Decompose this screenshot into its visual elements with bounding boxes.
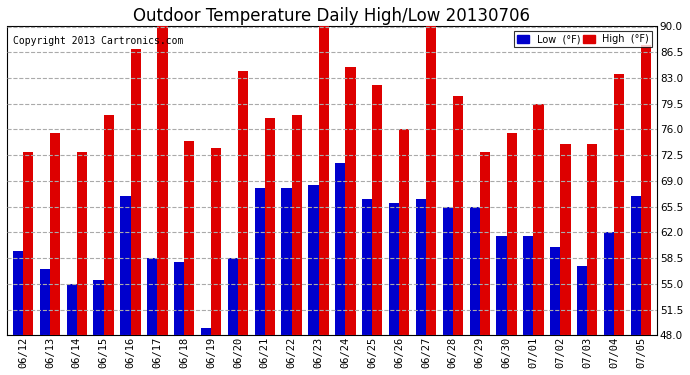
Bar	[255, 188, 265, 335]
Bar	[157, 23, 168, 335]
Title: Outdoor Temperature Daily High/Low 20130706: Outdoor Temperature Daily High/Low 20130…	[133, 7, 531, 25]
Bar	[587, 144, 598, 335]
Bar	[480, 152, 490, 335]
Bar	[238, 70, 248, 335]
Bar	[93, 280, 104, 335]
Legend: Low  (°F), High  (°F): Low (°F), High (°F)	[514, 32, 652, 47]
Bar	[416, 200, 426, 335]
Bar	[104, 115, 114, 335]
Bar	[577, 266, 587, 335]
Bar	[66, 284, 77, 335]
Bar	[533, 104, 544, 335]
Bar	[265, 118, 275, 335]
Bar	[201, 328, 211, 335]
Bar	[346, 67, 355, 335]
Bar	[496, 236, 506, 335]
Bar	[631, 196, 641, 335]
Bar	[362, 200, 373, 335]
Bar	[77, 152, 87, 335]
Bar	[373, 86, 382, 335]
Bar	[523, 236, 533, 335]
Bar	[604, 232, 614, 335]
Bar	[228, 258, 238, 335]
Bar	[453, 96, 463, 335]
Bar	[389, 203, 399, 335]
Bar	[560, 144, 571, 335]
Bar	[282, 188, 292, 335]
Bar	[292, 115, 302, 335]
Bar	[308, 184, 319, 335]
Bar	[130, 49, 141, 335]
Bar	[641, 45, 651, 335]
Bar	[426, 23, 436, 335]
Bar	[120, 196, 130, 335]
Bar	[335, 163, 346, 335]
Bar	[506, 133, 517, 335]
Bar	[319, 23, 328, 335]
Bar	[469, 207, 480, 335]
Bar	[23, 152, 33, 335]
Bar	[184, 141, 195, 335]
Bar	[13, 251, 23, 335]
Bar	[174, 262, 184, 335]
Bar	[50, 133, 60, 335]
Bar	[147, 258, 157, 335]
Bar	[550, 247, 560, 335]
Bar	[614, 74, 624, 335]
Text: Copyright 2013 Cartronics.com: Copyright 2013 Cartronics.com	[13, 36, 184, 46]
Bar	[443, 207, 453, 335]
Bar	[211, 148, 221, 335]
Bar	[40, 269, 50, 335]
Bar	[399, 129, 409, 335]
